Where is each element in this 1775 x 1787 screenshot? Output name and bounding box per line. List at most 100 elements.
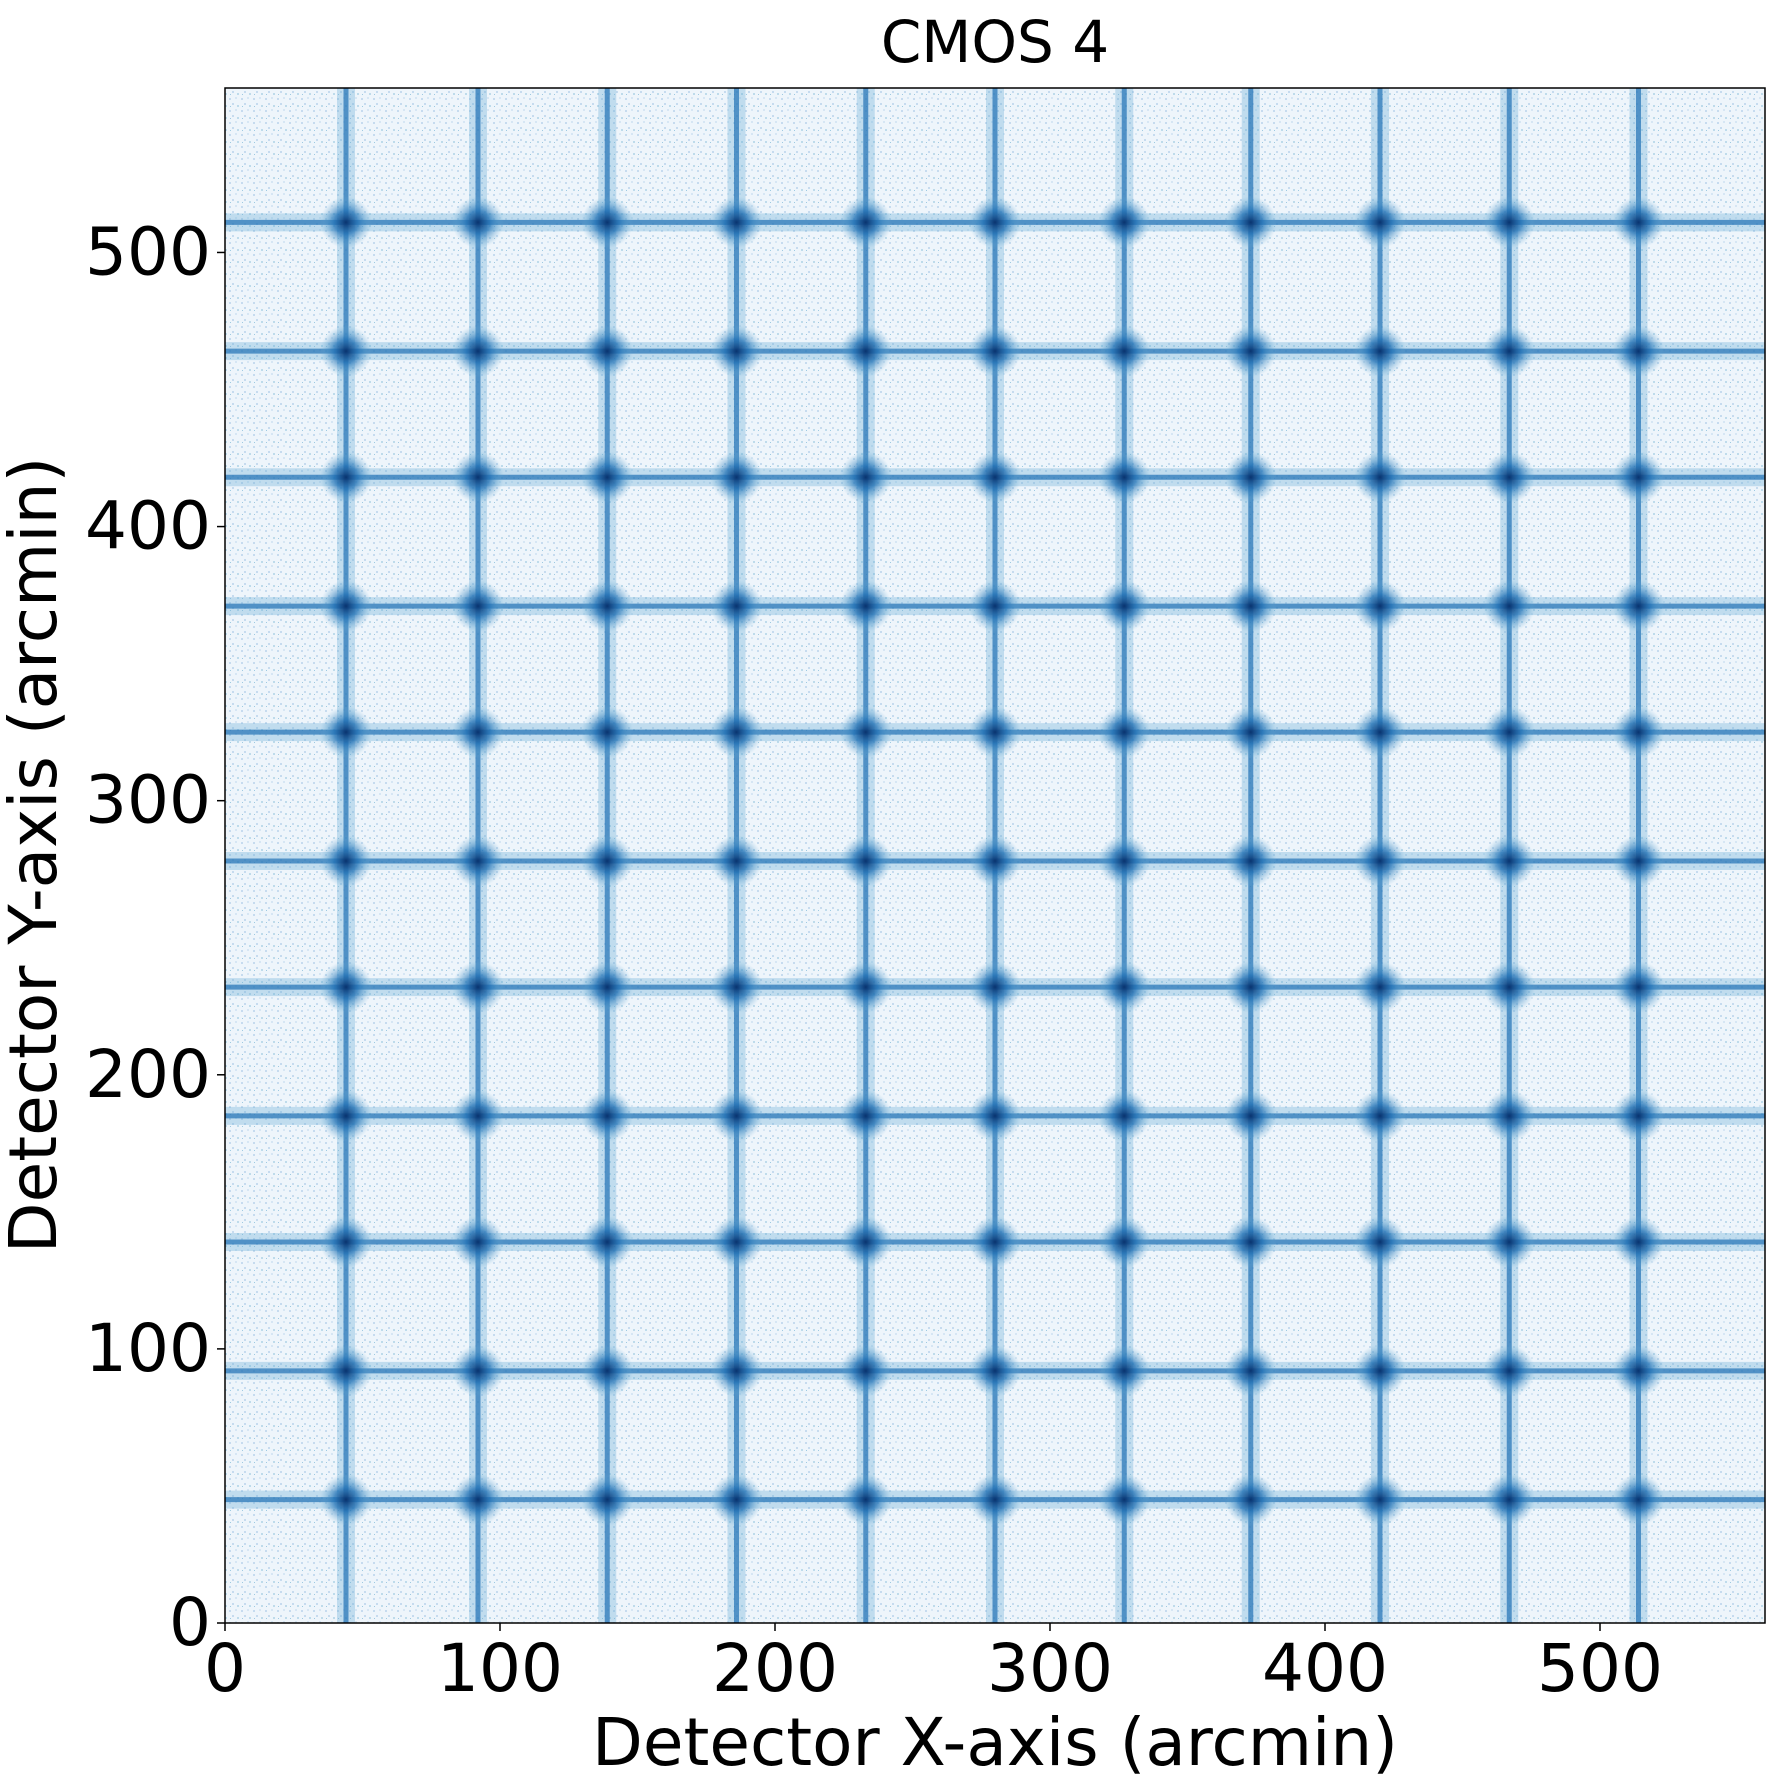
crossing-node-9-9 <box>1483 325 1536 378</box>
crossing-node-6-3 <box>1098 1089 1151 1142</box>
crossing-node-9-2 <box>1483 1215 1536 1268</box>
crossing-node-6-5 <box>1098 834 1151 887</box>
crossing-node-9-3 <box>1483 1089 1536 1142</box>
crossing-node-4-2 <box>839 1215 892 1268</box>
crossing-node-8-7 <box>1354 580 1406 633</box>
y-tick-label-5: 500 <box>85 213 211 290</box>
crossing-node-3-5 <box>710 834 763 887</box>
crossing-node-0-4 <box>320 961 372 1014</box>
crossing-node-5-2 <box>969 1215 1021 1268</box>
crossing-node-6-2 <box>1098 1215 1151 1268</box>
crossing-node-9-6 <box>1483 706 1536 759</box>
crossing-node-0-0 <box>320 1473 372 1526</box>
crossing-node-8-0 <box>1354 1473 1406 1526</box>
crossing-node-2-3 <box>581 1089 634 1142</box>
crossing-node-4-1 <box>839 1344 892 1397</box>
crossing-node-0-10 <box>320 196 372 249</box>
crossing-node-6-6 <box>1098 706 1151 759</box>
crossing-node-2-10 <box>581 196 634 249</box>
crossing-node-10-2 <box>1612 1215 1665 1268</box>
crossing-node-3-9 <box>710 325 763 378</box>
crossing-node-2-8 <box>581 451 634 504</box>
crossing-node-3-4 <box>710 961 763 1014</box>
crossing-node-8-5 <box>1354 834 1406 887</box>
crossing-node-2-1 <box>581 1344 634 1397</box>
crossing-node-5-3 <box>969 1089 1021 1142</box>
crossing-node-5-7 <box>969 580 1021 633</box>
crossing-node-6-10 <box>1098 196 1151 249</box>
crossing-node-1-9 <box>452 325 504 378</box>
crossing-node-9-0 <box>1483 1473 1536 1526</box>
crossing-node-0-9 <box>320 325 372 378</box>
crossing-node-0-5 <box>320 834 372 887</box>
crossing-node-6-7 <box>1098 580 1151 633</box>
crossing-node-10-5 <box>1612 834 1665 887</box>
crossing-node-2-6 <box>581 706 634 759</box>
x-tick-label-5: 500 <box>1537 1630 1663 1707</box>
crossing-node-7-8 <box>1224 451 1277 504</box>
plot-area <box>225 88 1765 1623</box>
crossing-node-0-3 <box>320 1089 372 1142</box>
x-tick-label-1: 100 <box>437 1630 563 1707</box>
crossing-node-5-1 <box>969 1344 1021 1397</box>
crossing-node-10-1 <box>1612 1344 1665 1397</box>
crossing-node-3-0 <box>710 1473 763 1526</box>
crossing-node-4-0 <box>839 1473 892 1526</box>
crossing-node-10-9 <box>1612 325 1665 378</box>
crossing-node-9-7 <box>1483 580 1536 633</box>
crossing-node-7-6 <box>1224 706 1277 759</box>
crossing-node-9-8 <box>1483 451 1536 504</box>
crossing-node-9-1 <box>1483 1344 1536 1397</box>
crossing-node-4-8 <box>839 451 892 504</box>
crossing-node-3-8 <box>710 451 763 504</box>
crossing-node-1-3 <box>452 1089 504 1142</box>
crossing-node-0-6 <box>320 706 372 759</box>
crossing-node-5-10 <box>969 196 1021 249</box>
crossing-node-4-9 <box>839 325 892 378</box>
crossing-node-0-2 <box>320 1215 372 1268</box>
crossing-node-2-2 <box>581 1215 634 1268</box>
crossing-node-3-7 <box>710 580 763 633</box>
crossing-node-9-4 <box>1483 961 1536 1014</box>
crossing-node-5-0 <box>969 1473 1021 1526</box>
crossing-node-9-10 <box>1483 196 1536 249</box>
x-tick-label-3: 300 <box>987 1630 1113 1707</box>
plot-frame <box>224 87 1766 1624</box>
crossing-node-8-4 <box>1354 961 1406 1014</box>
crossing-node-1-5 <box>452 834 504 887</box>
crossing-node-10-3 <box>1612 1089 1665 1142</box>
crossing-node-7-4 <box>1224 961 1277 1014</box>
crossing-node-8-1 <box>1354 1344 1406 1397</box>
crossing-node-1-6 <box>452 706 504 759</box>
x-tick-label-2: 200 <box>712 1630 838 1707</box>
crossing-node-5-9 <box>969 325 1021 378</box>
crossing-node-2-7 <box>581 580 634 633</box>
x-tick-label-0: 0 <box>204 1630 246 1707</box>
crossing-node-6-1 <box>1098 1344 1151 1397</box>
crossing-node-1-4 <box>452 961 504 1014</box>
crossing-node-4-5 <box>839 834 892 887</box>
crossing-node-1-1 <box>452 1344 504 1397</box>
y-tick-label-2: 200 <box>85 1036 211 1113</box>
crossing-node-7-7 <box>1224 580 1277 633</box>
crossing-node-8-6 <box>1354 706 1406 759</box>
crossing-node-6-4 <box>1098 961 1151 1014</box>
crossing-node-8-2 <box>1354 1215 1406 1268</box>
crossing-node-7-3 <box>1224 1089 1277 1142</box>
crossing-node-6-9 <box>1098 325 1151 378</box>
crossing-node-4-6 <box>839 706 892 759</box>
crossing-node-0-8 <box>320 451 372 504</box>
y-tick-label-4: 400 <box>85 488 211 565</box>
crossing-node-5-5 <box>969 834 1021 887</box>
crossing-node-0-7 <box>320 580 372 633</box>
x-tick-label-4: 400 <box>1262 1630 1388 1707</box>
crossing-node-8-10 <box>1354 196 1406 249</box>
crossing-node-5-8 <box>969 451 1021 504</box>
crossing-node-8-3 <box>1354 1089 1406 1142</box>
crossing-node-4-4 <box>839 961 892 1014</box>
crossing-node-5-6 <box>969 706 1021 759</box>
crossing-node-2-5 <box>581 834 634 887</box>
crossing-node-6-0 <box>1098 1473 1151 1526</box>
crossing-node-7-2 <box>1224 1215 1277 1268</box>
